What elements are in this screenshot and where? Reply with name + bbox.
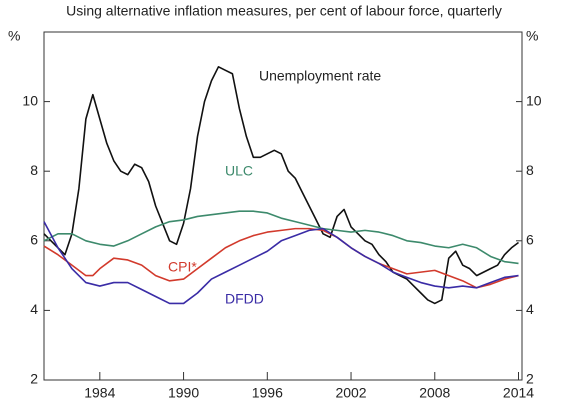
line-series xyxy=(43,227,519,289)
chart-title: Using alternative inflation measures, pe… xyxy=(66,3,502,19)
y2-tick-label: 4 xyxy=(526,301,534,317)
y-tick-label: 6 xyxy=(30,232,38,248)
x-tick-label: 1996 xyxy=(252,385,283,401)
annotation: Unemployment rate xyxy=(259,68,381,84)
x-tick-label: 2014 xyxy=(503,385,534,401)
plot-frame xyxy=(43,31,523,381)
annotation: ULC xyxy=(225,163,253,179)
y-tick-label: 10 xyxy=(22,92,38,108)
y2-tick-label: 2 xyxy=(526,371,534,387)
y-tick-label: 2 xyxy=(30,371,38,387)
annotation: CPI* xyxy=(168,259,197,275)
annotation: DFDD xyxy=(225,291,264,307)
x-tick-label: 2008 xyxy=(419,385,450,401)
y2-tick-label: 6 xyxy=(526,232,534,248)
y-axis-label: % xyxy=(8,28,20,44)
y2-tick-label: 8 xyxy=(526,162,534,178)
y2-tick-label: 10 xyxy=(526,92,542,108)
y-tick-label: 8 xyxy=(30,162,38,178)
x-tick-label: 1990 xyxy=(168,385,199,401)
line-series xyxy=(43,210,519,265)
y2-axis-label: % xyxy=(526,28,538,44)
x-tick-label: 1984 xyxy=(84,385,115,401)
y-tick-label: 4 xyxy=(30,301,38,317)
line-series xyxy=(43,221,519,305)
x-tick-label: 2002 xyxy=(335,385,366,401)
line-series xyxy=(43,66,519,305)
